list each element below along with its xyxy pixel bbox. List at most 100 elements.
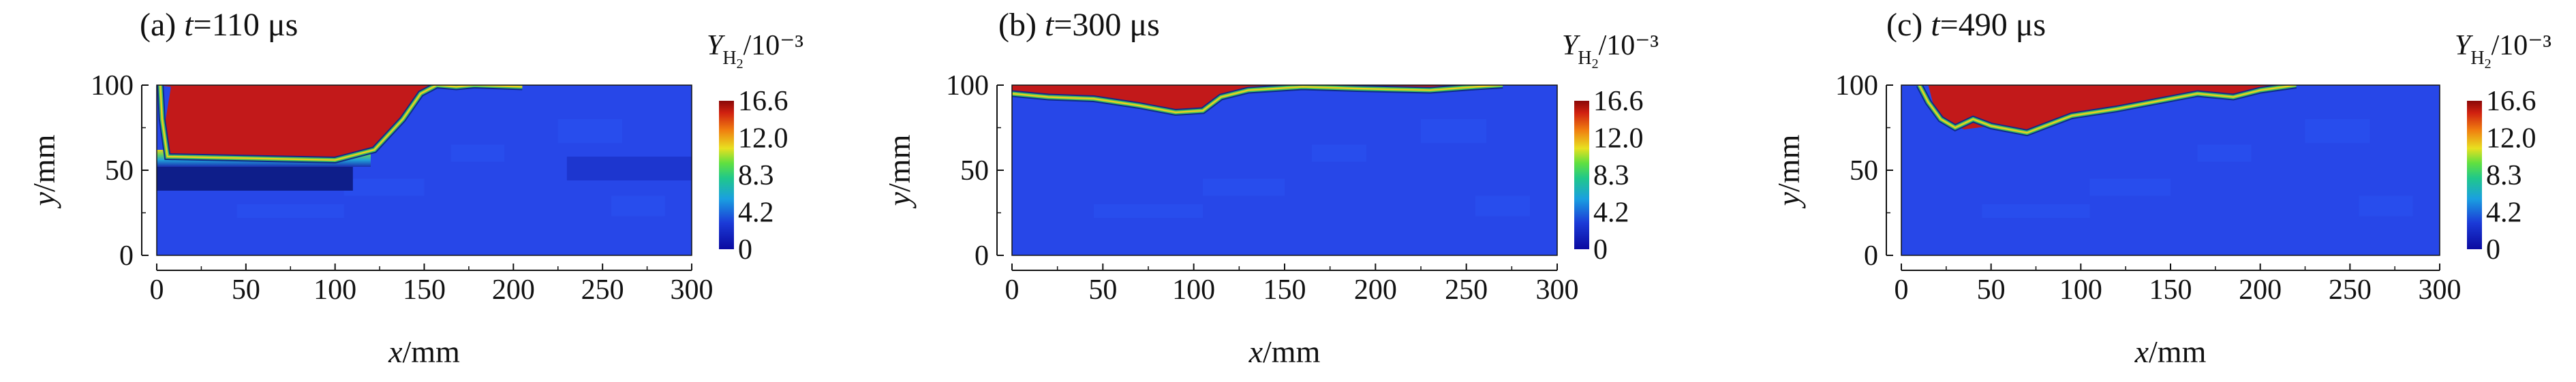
colorbar-tick-label: 16.6 <box>738 86 788 117</box>
dark-patch <box>566 157 692 180</box>
y-tick-label: 0 <box>975 240 989 272</box>
y-tick-label: 0 <box>1864 240 1878 272</box>
y-axis-label: y/mm <box>882 134 917 208</box>
x-tick-label: 0 <box>1005 274 1019 306</box>
field-patch <box>1312 144 1366 162</box>
field-patch <box>343 178 425 196</box>
x-tick-label: 100 <box>2059 274 2102 306</box>
colorbar-title-var: Y <box>1562 30 1581 61</box>
colorbar-title-sub2: 2 <box>2485 57 2491 71</box>
y-axis-label-unit: /mm <box>882 134 917 192</box>
x-tick-label: 250 <box>581 274 624 306</box>
colorbar-title-sub2: 2 <box>737 57 743 71</box>
plot-frame <box>156 84 692 256</box>
plot-area <box>1012 85 1557 255</box>
x-axis-label-var: x <box>388 334 403 369</box>
x-axis-label: x/mm <box>1248 334 1321 369</box>
field-patch <box>1203 178 1285 196</box>
field-background <box>1012 85 1557 255</box>
x-tick-label: 0 <box>150 274 164 306</box>
time-value: =300 μs <box>1054 7 1159 43</box>
red-region <box>1012 85 1503 112</box>
time-value: =110 μs <box>194 7 298 43</box>
y-axis-label: y/mm <box>1771 134 1806 208</box>
x-axis-label-var: x <box>2134 334 2149 369</box>
colorbar-tick-label: 12.0 <box>1593 123 1644 155</box>
y-axis-label: y/mm <box>27 134 61 208</box>
panel-title: (b) t=300 μs <box>998 7 1160 43</box>
colorbar-tick-label: 8.3 <box>738 160 774 191</box>
colorbar-tick-label: 0 <box>738 234 752 266</box>
colorbar-tick-label: 12.0 <box>738 123 788 155</box>
front-yellow <box>159 85 523 161</box>
x-tick-label: 100 <box>313 274 356 306</box>
colorbar-tick-label: 4.2 <box>2486 197 2522 229</box>
field-patch <box>1094 204 1203 218</box>
colorbar <box>2467 101 2482 249</box>
plot-area <box>1901 85 2440 255</box>
y-tick-label: 100 <box>91 70 134 101</box>
x-axis-label-unit: /mm <box>1263 334 1321 369</box>
time-symbol: t <box>1045 7 1055 43</box>
colorbar-title-var: Y <box>707 30 726 61</box>
x-tick-label: 300 <box>2419 274 2462 306</box>
field-patch <box>2089 178 2171 196</box>
colorbar <box>719 101 734 249</box>
colorbar-title-sub: H <box>1578 48 1591 69</box>
x-tick-label: 50 <box>1977 274 2006 306</box>
time-symbol: t <box>1931 7 1941 43</box>
colorbar-title: YH2/10⁻³ <box>707 30 803 71</box>
panel-tag: (a) <box>140 7 184 43</box>
colorbar-tick-label: 0 <box>2486 234 2500 266</box>
y-tick-label: 50 <box>1850 155 1878 187</box>
y-tick-label: 100 <box>946 70 989 101</box>
y-axis-label-var: y <box>882 191 917 208</box>
colorbar-title: YH2/10⁻³ <box>2455 30 2551 71</box>
x-tick-label: 250 <box>1445 274 1488 306</box>
colorbar-title-sub: H <box>2470 48 2484 69</box>
panel-tag: (b) <box>998 7 1045 43</box>
x-tick-label: 50 <box>1088 274 1117 306</box>
field-patch <box>450 144 505 162</box>
field-patch <box>1982 204 2090 218</box>
colorbar-title-rest: /10⁻³ <box>1599 30 1659 61</box>
field-patch <box>2305 119 2370 143</box>
panel-tag: (c) <box>1886 7 1931 43</box>
panel-title: (a) t=110 μs <box>140 7 298 43</box>
x-axis-label-unit: /mm <box>403 334 461 369</box>
field-patch <box>236 204 344 218</box>
plot-area <box>157 85 692 255</box>
x-tick-label: 150 <box>2149 274 2192 306</box>
panel-title: (c) t=490 μs <box>1886 7 2046 43</box>
x-tick-label: 150 <box>403 274 446 306</box>
colorbar-title-sub: H <box>722 48 736 69</box>
x-axis-label: x/mm <box>2134 334 2207 369</box>
colorbar-title: YH2/10⁻³ <box>1562 30 1659 71</box>
x-tick-label: 200 <box>1354 274 1397 306</box>
colorbar-tick-label: 8.3 <box>1593 160 1629 191</box>
x-axis-label: x/mm <box>388 334 460 369</box>
plot-frame <box>1011 84 1558 256</box>
plot-frame <box>1901 84 2440 256</box>
colorbar-tick-label: 4.2 <box>1593 197 1629 229</box>
time-value: =490 μs <box>1940 7 2046 43</box>
y-tick-label: 100 <box>1835 70 1878 101</box>
y-axis-label-var: y <box>1771 191 1806 208</box>
colorbar-tick-label: 12.0 <box>2486 123 2536 155</box>
field-patch <box>611 195 665 217</box>
x-tick-label: 300 <box>1536 274 1579 306</box>
red-region <box>157 85 442 160</box>
colorbar <box>1574 101 1589 249</box>
colorbar-title-sub2: 2 <box>1592 57 1599 71</box>
colorbar-tick-label: 0 <box>1593 234 1608 266</box>
field-patch <box>2359 195 2413 217</box>
colorbar-tick-label: 8.3 <box>2486 160 2522 191</box>
field-patch <box>2197 144 2252 162</box>
colorbar-title-var: Y <box>2455 30 2474 61</box>
y-axis-label-unit: /mm <box>27 134 61 192</box>
x-tick-label: 150 <box>1263 274 1306 306</box>
